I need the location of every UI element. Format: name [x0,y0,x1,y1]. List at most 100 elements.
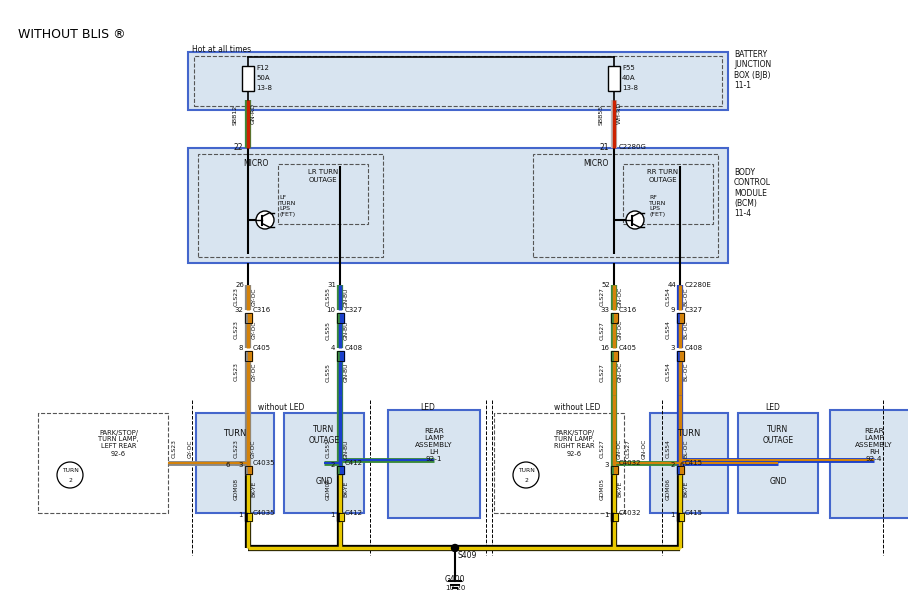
Text: 44: 44 [667,282,676,288]
Text: C316: C316 [253,307,271,313]
Bar [676,313,684,323]
Bar [614,466,617,474]
Text: GN-BU: GN-BU [343,287,349,307]
Text: LF
TURN
LPS
(FET): LF TURN LPS (FET) [279,195,296,217]
Text: CLS27: CLS27 [599,287,605,306]
Text: TURN: TURN [677,428,701,437]
Bar [337,466,340,474]
Bar [614,513,617,521]
Bar [494,413,624,513]
Bar [680,351,684,361]
Circle shape [256,211,274,229]
Text: 1: 1 [605,512,609,518]
Bar [244,313,248,323]
Bar [278,164,368,224]
Text: GN-OC: GN-OC [617,439,621,459]
Text: TURN
OUTAGE: TURN OUTAGE [309,425,340,445]
Text: BK-YE: BK-YE [684,481,688,497]
Text: TURN: TURN [518,468,535,473]
Bar [188,52,728,110]
Text: GND: GND [769,476,786,486]
Text: 9: 9 [670,307,675,313]
Text: CLS55: CLS55 [325,320,331,340]
Text: 21: 21 [599,143,609,151]
Bar [680,513,684,521]
Text: GDM06: GDM06 [325,478,331,500]
Bar [610,466,614,474]
Bar [244,466,252,474]
Text: SBB55: SBB55 [598,105,604,125]
Text: GY-OC: GY-OC [252,363,256,381]
Text: C405: C405 [619,345,637,351]
Bar [608,66,620,90]
Bar [244,513,252,521]
Text: GND: GND [315,476,332,486]
Text: WITHOUT BLIS ®: WITHOUT BLIS ® [18,27,125,40]
Text: CLS27: CLS27 [599,320,605,340]
Bar [337,351,343,361]
Text: 33: 33 [600,307,609,313]
Text: F55: F55 [622,65,635,71]
Bar [244,351,248,361]
Bar [610,351,617,361]
Text: 2: 2 [331,462,335,468]
Text: C316: C316 [619,307,637,313]
Text: CLS27: CLS27 [599,439,605,459]
Bar [623,164,713,224]
Text: Hot at all times: Hot at all times [192,46,252,54]
Text: C4032: C4032 [619,460,641,466]
Bar [337,313,343,323]
Text: S409: S409 [458,551,478,561]
Text: CLS54: CLS54 [666,440,670,459]
Text: REAR
LAMP
ASSEMBLY
LH
92-1: REAR LAMP ASSEMBLY LH 92-1 [415,428,453,462]
Bar [244,313,252,323]
Bar [676,466,684,474]
Text: C412: C412 [345,460,363,466]
Text: BATTERY
JUNCTION
BOX (BJB)
11-1: BATTERY JUNCTION BOX (BJB) 11-1 [734,50,771,90]
Text: CLS55: CLS55 [325,287,331,306]
Text: PARK/STOP/
TURN LAMP,
LEFT REAR
92-6: PARK/STOP/ TURN LAMP, LEFT REAR 92-6 [98,429,139,456]
Text: CLS23: CLS23 [172,440,176,459]
Text: F12: F12 [256,65,269,71]
Text: 16: 16 [600,345,609,351]
Text: GY-OC: GY-OC [187,440,192,458]
Text: CLS54: CLS54 [666,321,670,339]
Bar [340,466,343,474]
Circle shape [57,462,83,488]
Text: SBB12: SBB12 [232,105,238,125]
Bar [337,313,340,323]
Bar [680,466,684,474]
Text: 2: 2 [524,478,528,484]
Bar [337,351,340,361]
Text: 10: 10 [326,307,335,313]
Text: BL-OC: BL-OC [684,321,688,339]
Text: GN-OC: GN-OC [617,320,623,340]
Text: 8: 8 [239,345,243,351]
Text: G400: G400 [445,575,465,584]
Bar [614,351,617,361]
Text: GN-BU: GN-BU [343,320,349,340]
Text: 1: 1 [331,512,335,518]
Bar [337,466,343,474]
Text: BL-OC: BL-OC [684,288,688,306]
Bar [738,413,818,513]
Bar [248,466,252,474]
Text: BK-YE: BK-YE [343,481,349,497]
Bar [340,313,343,323]
Bar [610,513,614,521]
Text: C408: C408 [345,345,363,351]
Text: C4035: C4035 [253,460,275,466]
Text: LR TURN
OUTAGE: LR TURN OUTAGE [308,170,338,182]
Bar [284,413,364,513]
Bar [610,313,617,323]
Bar [610,513,617,521]
Bar [248,313,252,323]
Text: 2: 2 [68,478,72,484]
Bar [680,313,684,323]
Text: 26: 26 [235,282,244,288]
Text: GY-OC: GY-OC [252,321,256,339]
Text: CLS23: CLS23 [233,321,239,339]
Text: C327: C327 [685,307,703,313]
Text: TURN: TURN [62,468,78,473]
Text: 1: 1 [670,512,675,518]
